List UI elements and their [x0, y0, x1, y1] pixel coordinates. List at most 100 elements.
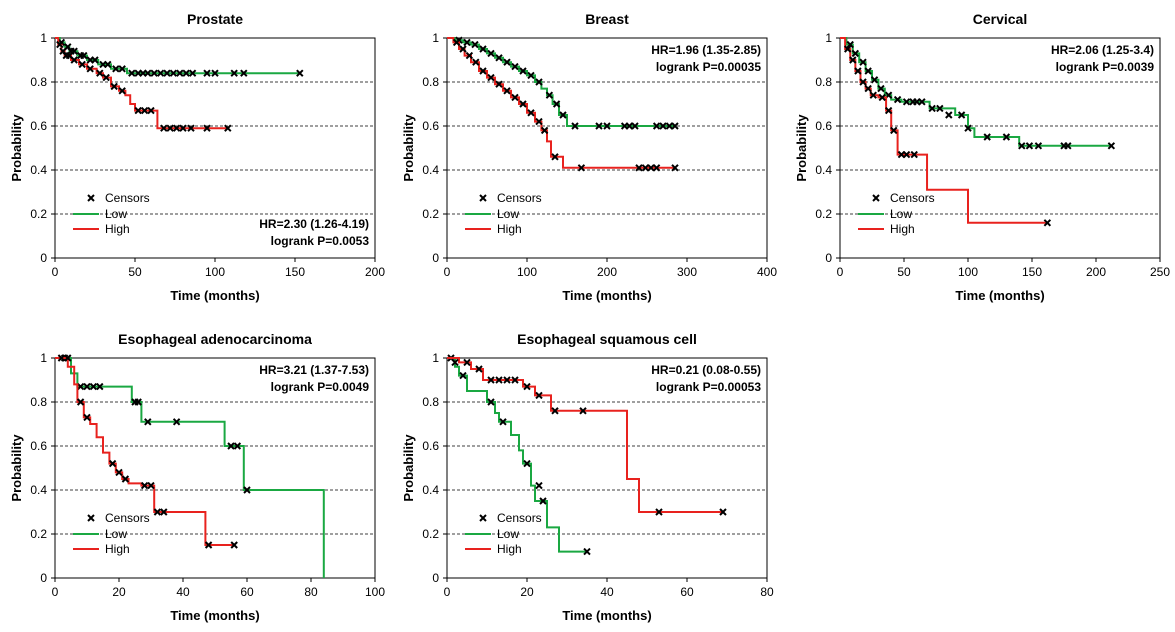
censor-mark [80, 51, 88, 60]
censor-mark [519, 100, 527, 108]
chart-title: Cervical [973, 11, 1027, 27]
censor-mark [451, 358, 459, 367]
legend-censor-marker [479, 514, 487, 522]
y-tick-label: 0.6 [30, 119, 47, 133]
x-tick-label: 200 [1086, 265, 1106, 279]
censor-mark [83, 413, 91, 422]
legend-high-label: High [105, 222, 130, 236]
legend-low-label: Low [497, 207, 519, 221]
censor-mark [577, 164, 586, 172]
censor-mark [102, 73, 110, 82]
censor-mark [296, 69, 304, 77]
series-line-high [840, 37, 1048, 224]
censor-mark [70, 56, 78, 64]
plot-area [839, 37, 1161, 259]
y-tick-label: 1 [432, 31, 439, 45]
censor-mark [479, 45, 487, 53]
censor-mark [1043, 219, 1052, 227]
censor-mark [134, 106, 142, 115]
censor-mark [625, 122, 634, 130]
y-tick-label: 0.6 [30, 439, 47, 453]
series-line-high [55, 357, 235, 546]
x-tick-label: 150 [1022, 265, 1042, 279]
legend-high-label: High [497, 542, 522, 556]
x-axis-label: Time (months) [170, 608, 259, 623]
censor-mark [964, 124, 972, 132]
y-tick-label: 0.2 [815, 207, 832, 221]
censor-mark [452, 38, 461, 47]
censor-mark [864, 84, 872, 93]
censor-mark [647, 164, 655, 172]
censor-mark [96, 382, 104, 391]
censor-mark [495, 54, 503, 62]
chart-title: Esophageal squamous cell [517, 331, 697, 347]
censor-mark [121, 475, 130, 483]
y-tick-label: 1 [432, 351, 439, 365]
y-axis-label: Probability [794, 114, 809, 182]
censor-mark [864, 67, 872, 75]
x-tick-label: 250 [1150, 265, 1170, 279]
censor-mark [579, 407, 587, 415]
hazard-ratio-text: HR=3.21 (1.37-7.53) [259, 363, 369, 377]
censor-mark [902, 150, 911, 159]
y-axis-label: Probability [9, 434, 24, 502]
y-tick-label: 0 [40, 571, 47, 585]
censor-mark [147, 481, 155, 490]
legend-censors-label: Censors [497, 511, 542, 525]
y-tick-label: 0.4 [30, 483, 47, 497]
censor-mark [110, 82, 118, 91]
y-tick-label: 1 [825, 31, 832, 45]
censor-mark [56, 40, 64, 49]
censor-mark [495, 80, 503, 88]
censor-mark [230, 541, 238, 549]
series-line-high [447, 357, 723, 513]
censor-mark [463, 38, 471, 47]
y-tick-label: 0.2 [422, 207, 439, 221]
censor-mark [527, 71, 535, 80]
hazard-ratio-text: HR=1.96 (1.35-2.85) [651, 43, 761, 57]
censor-mark [1018, 142, 1026, 150]
censor-mark [160, 508, 168, 516]
censor-mark [551, 407, 559, 415]
censor-mark [523, 382, 531, 391]
legend-high-label: High [890, 222, 915, 236]
censor-mark [203, 69, 211, 77]
x-axis-label: Time (months) [955, 288, 1044, 303]
censor-mark [595, 122, 603, 130]
legend-high-label: High [105, 542, 130, 556]
censor-mark [160, 124, 168, 132]
censor-mark [1025, 142, 1034, 150]
x-tick-label: 0 [837, 265, 844, 279]
censor-mark [957, 111, 966, 119]
y-tick-label: 1 [40, 31, 47, 45]
censor-mark [1107, 142, 1116, 150]
censor-mark [571, 122, 579, 130]
series-line-high [447, 37, 675, 169]
censor-mark [641, 164, 650, 172]
censor-mark [540, 126, 549, 135]
legend-censors-label: Censors [105, 191, 150, 205]
censor-mark [511, 93, 519, 102]
censor-mark [459, 371, 467, 380]
hazard-ratio-text: HR=0.21 (0.08-0.55) [651, 363, 761, 377]
censor-mark [854, 67, 862, 75]
km-chart-panel: Prostate 0 0.2 0.4 0.6 0.8 1 0 50 100 150 200 Time (… [9, 11, 385, 303]
y-tick-label: 0.8 [422, 75, 439, 89]
hazard-ratio-text: HR=2.30 (1.26-4.19) [259, 217, 369, 231]
censor-mark [86, 65, 94, 73]
censor-mark [910, 150, 918, 159]
censor-mark [153, 508, 162, 516]
km-chart-panel: Esophageal squamous cell 0 0.2 0.4 0.6 0.8 1 0 2… [401, 331, 774, 623]
censor-mark [140, 106, 149, 115]
legend-high-label: High [497, 222, 522, 236]
censor-mark [671, 164, 679, 172]
censor-mark [535, 78, 543, 86]
censor-mark [603, 122, 611, 130]
series-line-low [55, 37, 300, 75]
y-tick-label: 0.4 [815, 163, 832, 177]
censor-mark [652, 164, 661, 172]
censor-mark [224, 124, 232, 132]
y-tick-label: 0.8 [30, 75, 47, 89]
y-tick-label: 0.2 [422, 527, 439, 541]
y-tick-label: 0.8 [815, 75, 832, 89]
